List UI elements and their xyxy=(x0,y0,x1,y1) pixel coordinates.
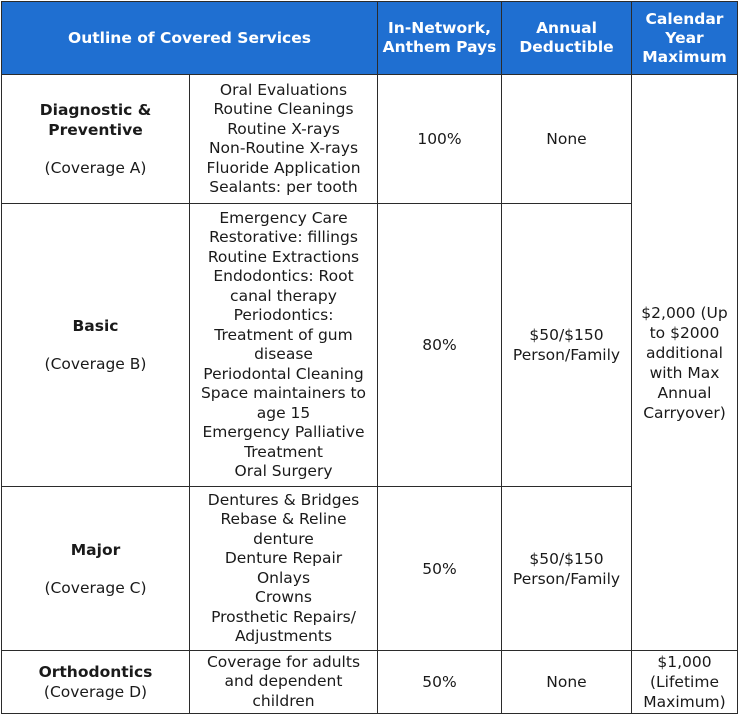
coverage-label: (Coverage D) xyxy=(43,683,148,701)
category-name: Diagnostic & Preventive xyxy=(39,101,152,139)
service-item: Non-Routine X-rays xyxy=(208,139,359,157)
services-cell: Emergency Care Restorative: fillings Rou… xyxy=(189,203,378,487)
service-item: Prosthetic Repairs/ Adjustments xyxy=(211,607,356,646)
service-item: Emergency Palliative Treatment xyxy=(202,423,365,461)
service-item: Dentures & Bridges xyxy=(207,490,360,509)
header-row: Outline of Covered Services In-Network, … xyxy=(1,1,738,75)
coverage-label: (Coverage B) xyxy=(44,355,147,373)
service-item: Denture Repair xyxy=(224,549,343,567)
category-name: Basic xyxy=(72,317,119,335)
deductible-cell: $50/$150 Person/Family xyxy=(501,486,632,651)
service-item: Fluoride Application xyxy=(206,158,361,177)
category-cell: Major (Coverage C) xyxy=(1,486,190,651)
lifetime-maximum-cell: $1,000 (Lifetime Maximum) xyxy=(631,650,738,714)
pays-cell: 50% xyxy=(377,650,502,714)
service-item: Restorative: fillings xyxy=(209,228,358,246)
pays-cell: 100% xyxy=(377,74,502,204)
header-deductible: Annual Deductible xyxy=(501,1,632,75)
service-item: Onlays xyxy=(256,568,311,587)
pays-cell: 80% xyxy=(377,203,502,487)
pays-cell: 50% xyxy=(377,486,502,651)
category-name: Orthodontics xyxy=(38,663,153,681)
coverage-label: (Coverage A) xyxy=(44,159,147,177)
deductible-cell: $50/$150 Person/Family xyxy=(501,203,632,487)
table-row: Major (Coverage C) Dentures & Bridges Re… xyxy=(1,486,738,651)
category-cell: Diagnostic & Preventive (Coverage A) xyxy=(1,74,190,204)
deductible-cell: None xyxy=(501,74,632,204)
service-item: Oral Surgery xyxy=(234,462,333,480)
coverage-label: (Coverage C) xyxy=(44,578,147,597)
service-item: Routine Cleanings xyxy=(213,100,354,118)
service-item: Coverage for adults and dependent childr… xyxy=(206,652,361,710)
service-item: Oral Evaluations xyxy=(219,80,348,99)
header-in-network: In-Network, Anthem Pays xyxy=(377,1,502,75)
table-row: Orthodontics (Coverage D) Coverage for a… xyxy=(1,650,738,714)
category-cell: Orthodontics (Coverage D) xyxy=(1,650,190,714)
deductible-cell: None xyxy=(501,650,632,714)
service-item: Endodontics: Root canal therapy xyxy=(213,267,354,305)
service-item: Periodontics: Treatment of gum disease xyxy=(214,306,353,363)
category-cell: Basic (Coverage B) xyxy=(1,203,190,487)
calendar-maximum-cell: $2,000 (Up to $2000 additional with Max … xyxy=(631,74,738,651)
service-item: Space maintainers to age 15 xyxy=(200,384,367,422)
service-item: Crowns xyxy=(255,588,312,606)
services-cell: Dentures & Bridges Rebase & Reline dentu… xyxy=(189,486,378,651)
table-row: Basic (Coverage B) Emergency Care Restor… xyxy=(1,203,738,487)
header-outline: Outline of Covered Services xyxy=(1,1,378,75)
service-item: Routine Extractions xyxy=(207,247,360,266)
services-cell: Oral Evaluations Routine Cleanings Routi… xyxy=(189,74,378,204)
services-cell: Coverage for adults and dependent childr… xyxy=(189,650,378,714)
service-item: Rebase & Reline denture xyxy=(220,510,347,548)
category-name: Major xyxy=(70,540,121,559)
table-row: Diagnostic & Preventive (Coverage A) Ora… xyxy=(1,74,738,651)
service-item: Sealants: per tooth xyxy=(209,178,358,196)
service-item: Emergency Care xyxy=(219,208,348,227)
service-item: Routine X-rays xyxy=(227,119,340,138)
header-maximum: Calendar Year Maximum xyxy=(631,1,738,75)
service-item: Periodontal Cleaning xyxy=(203,364,364,383)
